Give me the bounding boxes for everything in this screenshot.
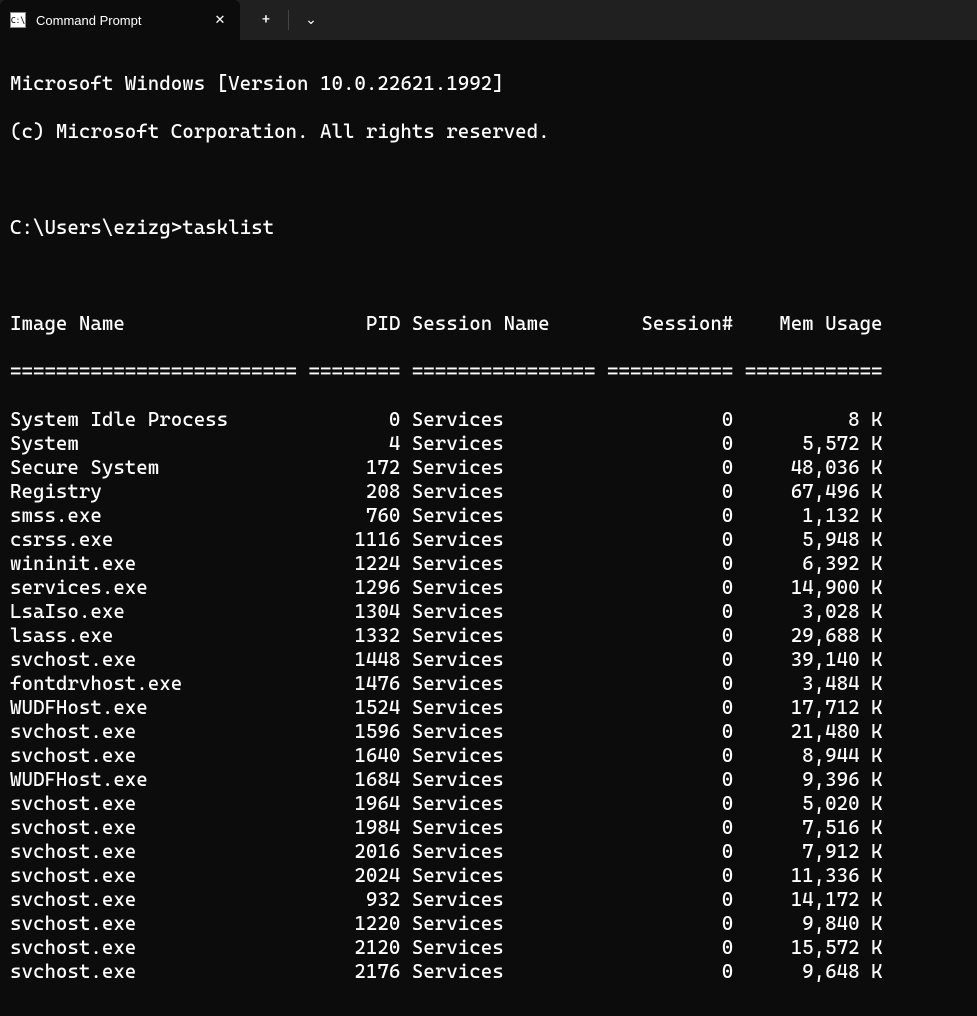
blank-line [10,168,967,192]
table-row: svchost.exe 1596 Services 0 21,480 K [10,720,967,744]
table-row: svchost.exe 1220 Services 0 9,840 K [10,912,967,936]
table-row: svchost.exe 1964 Services 0 5,020 K [10,792,967,816]
terminal-output[interactable]: Microsoft Windows [Version 10.0.22621.19… [0,40,977,1016]
table-row: svchost.exe 2016 Services 0 7,912 K [10,840,967,864]
titlebar-actions: + ⌄ [244,0,333,40]
tab-title: Command Prompt [36,13,208,28]
table-row: LsaIso.exe 1304 Services 0 3,028 K [10,600,967,624]
table-row: Secure System 172 Services 0 48,036 K [10,456,967,480]
table-row: System Idle Process 0 Services 0 8 K [10,408,967,432]
table-row: svchost.exe 2120 Services 0 15,572 K [10,936,967,960]
tab-dropdown-button[interactable]: ⌄ [289,0,333,40]
prompt-line: C:\Users\ezizg>tasklist [10,216,967,240]
tab-close-button[interactable]: ✕ [208,8,232,32]
table-header: Image Name PID Session Name Session# Mem… [10,312,967,336]
prompt-path: C:\Users\ezizg> [10,216,182,239]
table-row: svchost.exe 2176 Services 0 9,648 K [10,960,967,984]
header-line-2: (c) Microsoft Corporation. All rights re… [10,120,967,144]
table-row: svchost.exe 1640 Services 0 8,944 K [10,744,967,768]
prompt-command: tasklist [182,216,274,239]
new-tab-button[interactable]: + [244,0,288,40]
blank-line [10,264,967,288]
table-row: svchost.exe 1448 Services 0 39,140 K [10,648,967,672]
table-row: svchost.exe 2024 Services 0 11,336 K [10,864,967,888]
table-row: svchost.exe 932 Services 0 14,172 K [10,888,967,912]
table-row: services.exe 1296 Services 0 14,900 K [10,576,967,600]
cmd-icon: C:\ [10,12,26,28]
titlebar: C:\ Command Prompt ✕ + ⌄ [0,0,977,40]
table-separator: ========================= ======== =====… [10,360,967,384]
table-row: smss.exe 760 Services 0 1,132 K [10,504,967,528]
table-row: WUDFHost.exe 1524 Services 0 17,712 K [10,696,967,720]
table-row: wininit.exe 1224 Services 0 6,392 K [10,552,967,576]
table-row: WUDFHost.exe 1684 Services 0 9,396 K [10,768,967,792]
table-row: System 4 Services 0 5,572 K [10,432,967,456]
table-row: Registry 208 Services 0 67,496 K [10,480,967,504]
header-line-1: Microsoft Windows [Version 10.0.22621.19… [10,72,967,96]
tab-active[interactable]: C:\ Command Prompt ✕ [0,0,240,40]
table-row: csrss.exe 1116 Services 0 5,948 K [10,528,967,552]
table-row: fontdrvhost.exe 1476 Services 0 3,484 K [10,672,967,696]
table-row: lsass.exe 1332 Services 0 29,688 K [10,624,967,648]
table-row: svchost.exe 1984 Services 0 7,516 K [10,816,967,840]
